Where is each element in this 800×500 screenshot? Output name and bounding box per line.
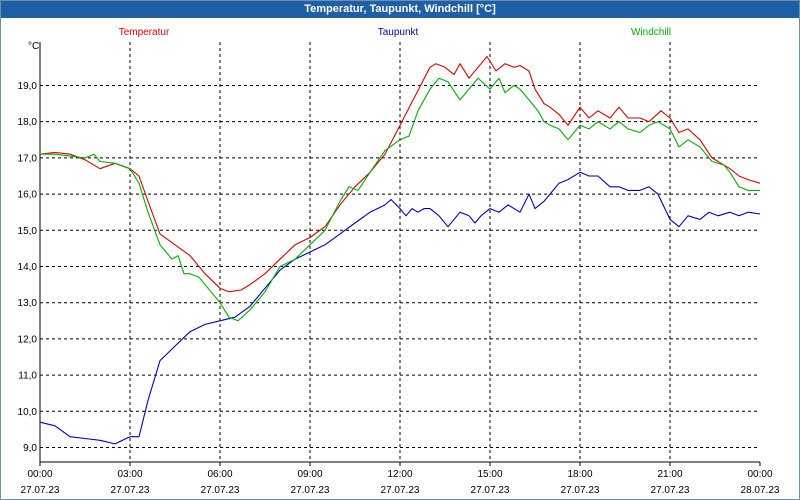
x-tick-time: 18:00 [567,469,592,480]
y-tick-label: 15,0 [18,226,38,237]
x-tick-date: 27.07.23 [21,485,60,496]
y-tick-label: 18,0 [18,117,38,128]
y-tick-label: 10,0 [18,407,38,418]
y-tick-label: 16,0 [18,190,38,201]
x-tick-time: 12:00 [387,469,412,480]
chart-title: Temperatur, Taupunkt, Windchill [°C] [1,1,799,18]
y-tick-label: 11,0 [18,371,37,382]
series-line-windchill [40,77,760,322]
x-tick-time: 21:00 [657,469,682,480]
x-tick-time: 06:00 [207,469,232,480]
x-tick-time: 15:00 [477,469,502,480]
series-line-temperatur [39,55,761,293]
y-axis-unit: °C [28,41,39,52]
x-tick-date: 27.07.23 [651,485,690,496]
x-tick-time: 03:00 [117,469,142,480]
y-tick-label: 17,0 [18,153,38,164]
x-tick-date: 27.07.23 [381,485,420,496]
y-tick-label: 13,0 [18,298,38,309]
series-lines [39,55,761,445]
x-tick-date: 28.07.23 [741,485,780,496]
y-tick-label: 19,0 [18,81,38,92]
x-tick-date: 27.07.23 [291,485,330,496]
y-tick-label: 12,0 [18,334,38,345]
x-tick-time: 09:00 [297,469,322,480]
y-tick-label: 9,0 [23,443,37,454]
axes [39,42,760,463]
legend-entry-windchill: Windchill [631,27,671,38]
y-tick-labels: 9,0 10,0 11,0 12,0 13,0 14,0 15,0 16,0 17,0 18,0 1… [18,81,38,454]
y-tick-label: 14,0 [18,262,38,273]
x-tick-time: 00:00 [747,469,772,480]
legend-entry-temperatur: Temperatur [119,27,170,38]
series-line-taupunkt [39,171,761,445]
x-tick-date: 27.07.23 [201,485,240,496]
legend: Temperatur Taupunkt Windchill [119,27,671,38]
x-tick-date: 27.07.23 [111,485,150,496]
x-tick-date: 27.07.23 [471,485,510,496]
x-tick-labels: 00:00 27.07.23 03:00 27.07.23 06:00 27.07.23 0… [21,469,780,496]
x-tick-time: 00:00 [27,469,52,480]
x-tick-date: 27.07.23 [561,485,600,496]
legend-entry-taupunkt: Taupunkt [378,27,419,38]
